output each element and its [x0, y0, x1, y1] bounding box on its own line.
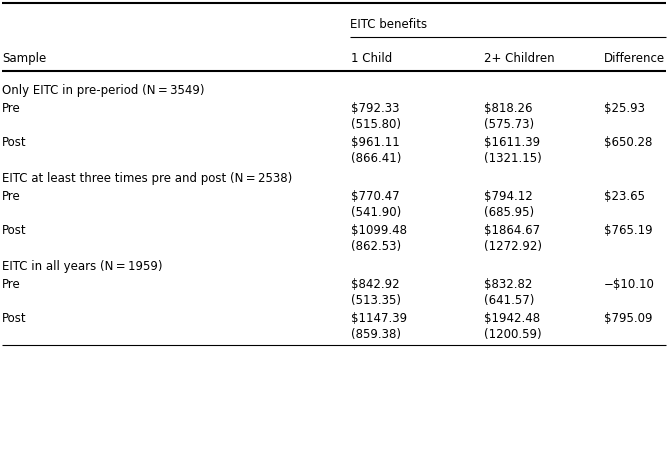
Text: $1942.48: $1942.48: [484, 311, 540, 324]
Text: 1 Child: 1 Child: [351, 52, 392, 65]
Text: (859.38): (859.38): [351, 327, 401, 340]
Text: EITC in all years (N = 1959): EITC in all years (N = 1959): [2, 259, 162, 273]
Text: (641.57): (641.57): [484, 293, 534, 306]
Text: $1099.48: $1099.48: [351, 223, 407, 237]
Text: (862.53): (862.53): [351, 239, 401, 253]
Text: (866.41): (866.41): [351, 152, 401, 165]
Text: (1321.15): (1321.15): [484, 152, 542, 165]
Text: $818.26: $818.26: [484, 102, 532, 115]
Text: EITC at least three times pre and post (N = 2538): EITC at least three times pre and post (…: [2, 172, 293, 185]
Text: Sample: Sample: [2, 52, 46, 65]
Text: $765.19: $765.19: [604, 223, 653, 237]
Text: (685.95): (685.95): [484, 206, 534, 218]
Text: $23.65: $23.65: [604, 190, 645, 202]
Text: −$10.10: −$10.10: [604, 278, 655, 290]
Text: $792.33: $792.33: [351, 102, 399, 115]
Text: Post: Post: [2, 136, 27, 149]
Text: $794.12: $794.12: [484, 190, 533, 202]
Text: (515.80): (515.80): [351, 118, 401, 131]
Text: (575.73): (575.73): [484, 118, 534, 131]
Text: $25.93: $25.93: [604, 102, 645, 115]
Text: (541.90): (541.90): [351, 206, 401, 218]
Text: Post: Post: [2, 311, 27, 324]
Text: $1147.39: $1147.39: [351, 311, 407, 324]
Text: $770.47: $770.47: [351, 190, 399, 202]
Text: $961.11: $961.11: [351, 136, 399, 149]
Text: $832.82: $832.82: [484, 278, 532, 290]
Text: (1200.59): (1200.59): [484, 327, 542, 340]
Text: Only EITC in pre-period (N = 3549): Only EITC in pre-period (N = 3549): [2, 84, 204, 97]
Text: Difference: Difference: [604, 52, 665, 65]
Text: $650.28: $650.28: [604, 136, 653, 149]
Text: Pre: Pre: [2, 190, 21, 202]
Text: $842.92: $842.92: [351, 278, 399, 290]
Text: Post: Post: [2, 223, 27, 237]
Text: 2+ Children: 2+ Children: [484, 52, 554, 65]
Text: Pre: Pre: [2, 278, 21, 290]
Text: $1611.39: $1611.39: [484, 136, 540, 149]
Text: EITC benefits: EITC benefits: [350, 18, 427, 31]
Text: (513.35): (513.35): [351, 293, 401, 306]
Text: Pre: Pre: [2, 102, 21, 115]
Text: (1272.92): (1272.92): [484, 239, 542, 253]
Text: $795.09: $795.09: [604, 311, 653, 324]
Text: $1864.67: $1864.67: [484, 223, 540, 237]
